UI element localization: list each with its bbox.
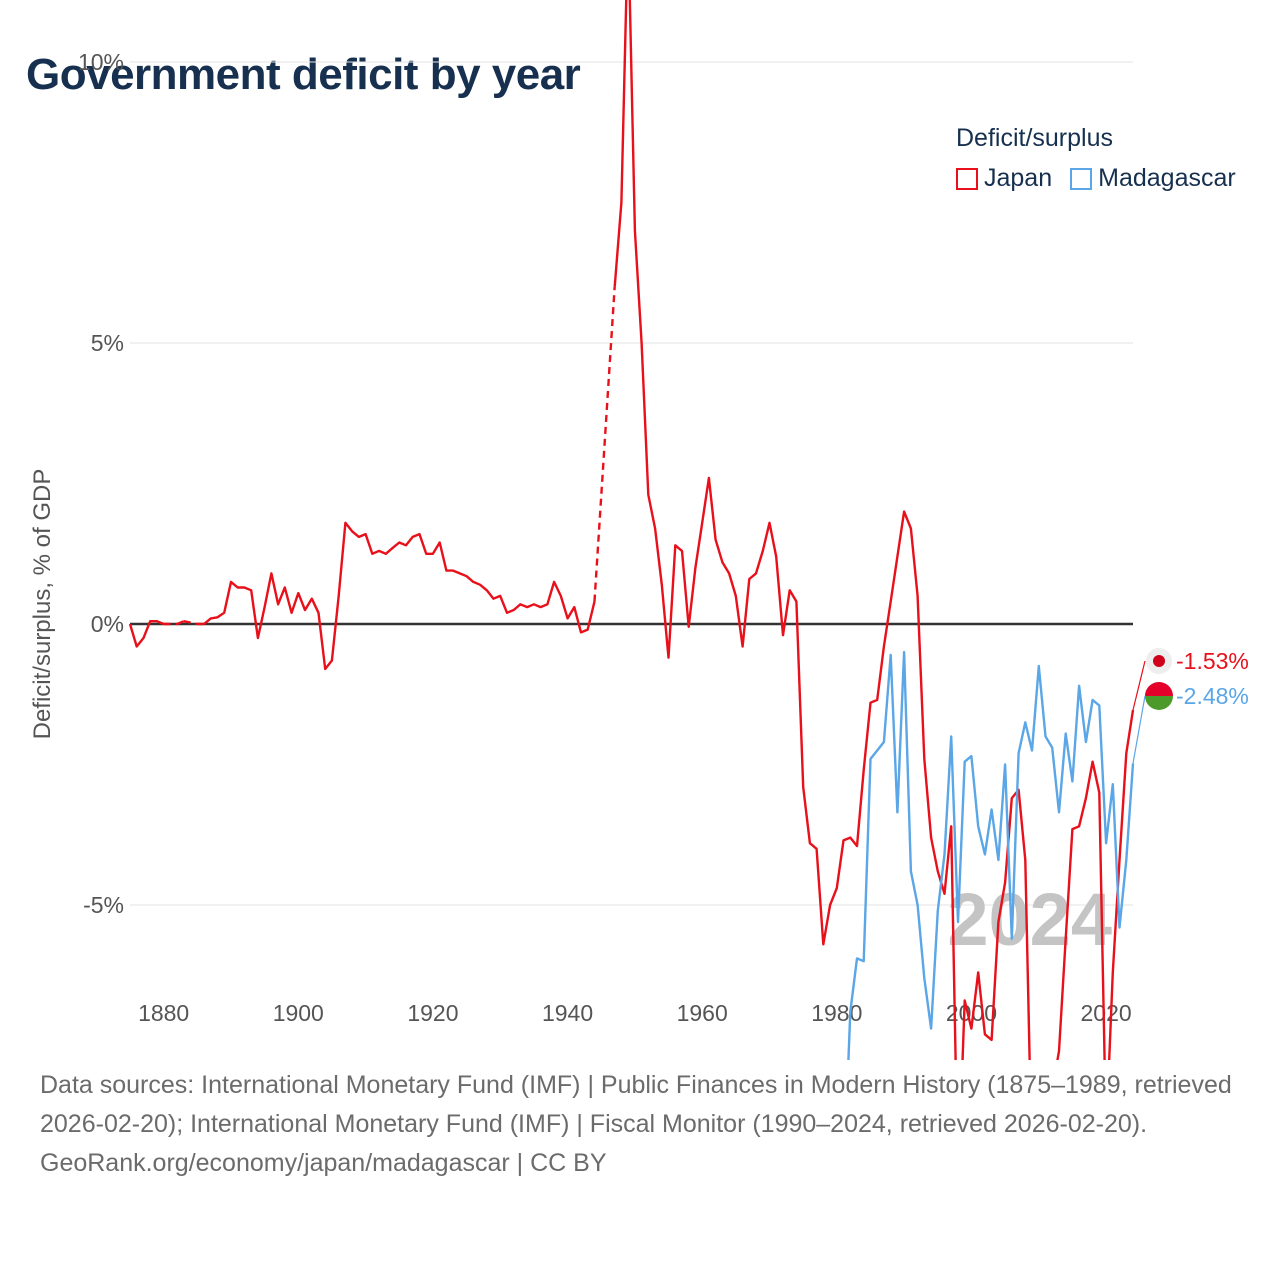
- japan-flag-disc: [1153, 655, 1165, 667]
- end-connector-japan: [1132, 660, 1146, 711]
- end-label-japan: -1.53%: [1176, 648, 1249, 674]
- legend-label-japan: Japan: [984, 164, 1053, 192]
- legend-item-madagascar[interactable]: Madagascar: [1070, 164, 1236, 193]
- year-watermark: 2024: [947, 878, 1112, 961]
- x-tick-label: 2020: [1080, 1000, 1131, 1026]
- y-axis-label: Deficit/surplus, % of GDP: [29, 469, 56, 740]
- x-tick-label: 1980: [811, 1000, 862, 1026]
- end-connector-madagascar: [1132, 695, 1146, 764]
- y-tick-label: 10%: [78, 49, 124, 75]
- end-labels: -1.53% -2.48%: [1132, 648, 1249, 764]
- credit-link[interactable]: GeoRank.org/economy/japan/madagascar | C…: [40, 1149, 607, 1177]
- data-sources: Data sources: International Monetary Fun…: [40, 1071, 1232, 1138]
- end-label-madagascar: -2.48%: [1176, 683, 1249, 709]
- series-gap-japan: [593, 286, 616, 602]
- y-tick-label: -5%: [83, 892, 124, 918]
- x-tick-label: 1920: [407, 1000, 458, 1026]
- legend-label-madagascar: Madagascar: [1098, 164, 1236, 192]
- line-chart: 10%5%0%-5%-10% 1880190019201940196019802…: [29, 0, 1249, 1060]
- y-tick-label: 0%: [91, 611, 124, 637]
- legend-title: Deficit/surplus: [956, 124, 1113, 152]
- chart-title: Government deficit by year: [26, 50, 581, 99]
- footer: Data sources: International Monetary Fun…: [40, 1066, 1240, 1183]
- x-tick-label: 1880: [138, 1000, 189, 1026]
- series-line-japan: [128, 0, 1135, 1060]
- series-gap-japan: [183, 620, 198, 626]
- x-tick-label: 1960: [677, 1000, 728, 1026]
- madagascar-flag-icon: [1144, 681, 1173, 710]
- legend: Japan Madagascar: [956, 164, 1254, 193]
- legend-swatch-madagascar: [1070, 167, 1093, 190]
- series-line-madagascar: [847, 650, 1135, 1060]
- legend-swatch-japan: [956, 167, 978, 190]
- legend-item-japan[interactable]: Japan: [956, 164, 1052, 193]
- x-tick-label: 1940: [542, 1000, 593, 1026]
- flag-green: [1145, 696, 1173, 710]
- y-axis-ticks: 10%5%0%-5%-10%: [78, 49, 124, 918]
- flag-red: [1159, 682, 1173, 696]
- y-tick-label: 5%: [91, 330, 124, 356]
- series-lines: [128, 0, 1135, 1060]
- x-tick-label: 1900: [273, 1000, 324, 1026]
- flag-red-left: [1145, 682, 1159, 696]
